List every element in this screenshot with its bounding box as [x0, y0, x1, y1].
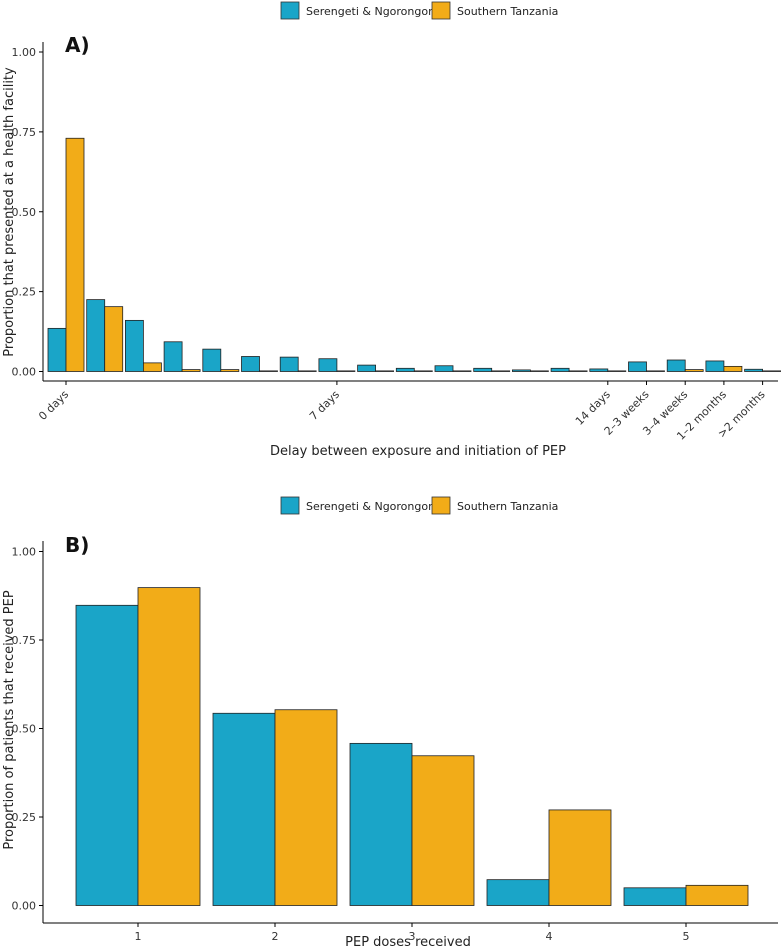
bar-southern-panel-b-3	[548, 809, 612, 906]
legend-b-swatch-serengeti	[280, 496, 300, 515]
panel-b-y-tick-label: 0.75	[12, 634, 37, 647]
panel-a-y-tick-label: 1.00	[12, 46, 37, 59]
bar-serengeti-panel-a-15	[628, 361, 647, 372]
bar-southern-panel-a-8	[375, 370, 395, 372]
bar-serengeti-panel-a-5	[241, 356, 260, 372]
bar-serengeti-panel-a-6	[279, 356, 299, 372]
panel-a-x-tick-label: 0 days	[36, 388, 71, 423]
bar-southern-panel-a-16	[684, 369, 704, 372]
bar-serengeti-panel-b-0	[75, 604, 139, 906]
bar-southern-panel-b-1	[274, 709, 338, 906]
panel-a-y-title: Proportion that presented at a health fa…	[2, 67, 17, 357]
panel-b-x-title: PEP doses received	[345, 935, 471, 950]
legend-b-label-serengeti: Serengeti & Ngorongoro	[306, 500, 439, 513]
panel-a-y-axis: 0.00 0.25 0.50 0.75 1.00	[12, 42, 44, 381]
panel-a-y-tick-label: 0.00	[12, 366, 37, 379]
bar-southern-panel-a-9	[413, 370, 433, 372]
bar-serengeti-panel-a-0	[47, 327, 67, 372]
bar-serengeti-panel-a-8	[357, 364, 377, 372]
bar-southern-panel-b-2	[411, 755, 475, 906]
bar-southern-panel-a-14	[607, 370, 627, 372]
panel-b-y-axis: 0.00 0.25 0.50 0.75 1.00	[12, 541, 44, 923]
bar-southern-panel-a-13	[568, 370, 588, 372]
panel-b-x-axis: 1 2 3 4 5	[43, 922, 778, 943]
bar-serengeti-panel-a-12	[512, 369, 531, 372]
bar-southern-panel-a-10	[452, 370, 472, 372]
bar-southern-panel-a-3	[181, 369, 201, 372]
bar-serengeti-panel-b-4	[623, 887, 687, 906]
bar-serengeti-panel-a-4	[202, 348, 222, 372]
legend-a: Serengeti & Ngorongoro Southern Tanzania	[280, 1, 558, 20]
legend-b-swatch-southern	[431, 496, 451, 515]
panel-b-y-tick-label: 0.25	[12, 811, 37, 824]
bar-southern-panel-b-0	[137, 587, 201, 906]
bar-southern-panel-a-2	[142, 362, 162, 372]
bar-serengeti-panel-b-3	[486, 879, 550, 906]
bar-serengeti-panel-b-2	[349, 742, 413, 906]
panel-a-x-title: Delay between exposure and initiation of…	[270, 444, 566, 459]
panel-b-x-tick-label: 1	[135, 930, 142, 943]
bar-southern-panel-a-15	[646, 370, 665, 372]
panel-a-x-tick-label: 7 days	[307, 388, 342, 423]
panel-b-label: B)	[65, 533, 89, 557]
panel-b-bars	[75, 587, 749, 906]
bar-serengeti-panel-a-10	[434, 365, 454, 372]
legend-b: Serengeti & Ngorongoro Southern Tanzania	[280, 496, 558, 515]
bar-southern-panel-a-1	[104, 306, 124, 372]
bar-southern-panel-a-11	[491, 370, 511, 372]
bar-serengeti-panel-b-1	[212, 712, 276, 906]
bar-southern-panel-a-12	[530, 370, 549, 372]
panel-a: A) Proportion that presented at a health…	[2, 33, 781, 459]
panel-b-y-tick-label: 0.50	[12, 723, 37, 736]
bar-southern-panel-a-6	[297, 370, 317, 372]
bar-southern-panel-a-5	[259, 370, 278, 372]
bar-southern-panel-a-17	[723, 365, 743, 372]
bar-southern-panel-b-4	[685, 884, 749, 906]
panel-b-y-title: Proportion of patients that received PEP	[2, 590, 17, 850]
panel-a-bars	[47, 137, 781, 372]
bar-serengeti-panel-a-18	[744, 368, 763, 372]
bar-southern-panel-a-18	[762, 370, 781, 372]
legend-a-label-serengeti: Serengeti & Ngorongoro	[306, 5, 439, 18]
bar-serengeti-panel-a-2	[125, 319, 144, 372]
bar-serengeti-panel-a-1	[86, 299, 106, 372]
legend-a-label-southern: Southern Tanzania	[457, 5, 558, 18]
legend-b-label-southern: Southern Tanzania	[457, 500, 558, 513]
bar-serengeti-panel-a-3	[163, 341, 183, 372]
bar-serengeti-panel-a-13	[550, 367, 570, 372]
bar-southern-panel-a-4	[220, 369, 240, 372]
panel-b-y-tick-label: 0.00	[12, 900, 37, 913]
legend-a-swatch-serengeti	[280, 1, 300, 20]
panel-a-x-tick-label: 14 days	[573, 388, 613, 428]
bar-serengeti-panel-a-17	[705, 360, 725, 372]
legend-a-swatch-southern	[431, 1, 451, 20]
bar-serengeti-panel-a-7	[318, 358, 338, 372]
bar-serengeti-panel-a-14	[589, 368, 609, 372]
panel-b-x-tick-label: 5	[683, 930, 690, 943]
bar-southern-panel-a-0	[65, 137, 85, 372]
panel-b: B) Proportion of patients that received …	[2, 533, 778, 950]
panel-b-x-tick-label: 2	[272, 930, 279, 943]
bar-serengeti-panel-a-11	[473, 367, 493, 372]
panel-a-y-tick-label: 0.50	[12, 206, 37, 219]
panel-b-x-tick-label: 4	[546, 930, 553, 943]
panel-a-y-tick-label: 0.75	[12, 126, 37, 139]
panel-b-y-tick-label: 1.00	[12, 546, 37, 559]
bar-southern-panel-a-7	[336, 370, 356, 372]
bar-serengeti-panel-a-16	[666, 359, 686, 372]
panel-b-x-tick-label: 3	[409, 930, 416, 943]
panel-a-y-tick-label: 0.25	[12, 286, 37, 299]
panel-a-label: A)	[65, 33, 90, 57]
bar-serengeti-panel-a-9	[395, 367, 415, 372]
